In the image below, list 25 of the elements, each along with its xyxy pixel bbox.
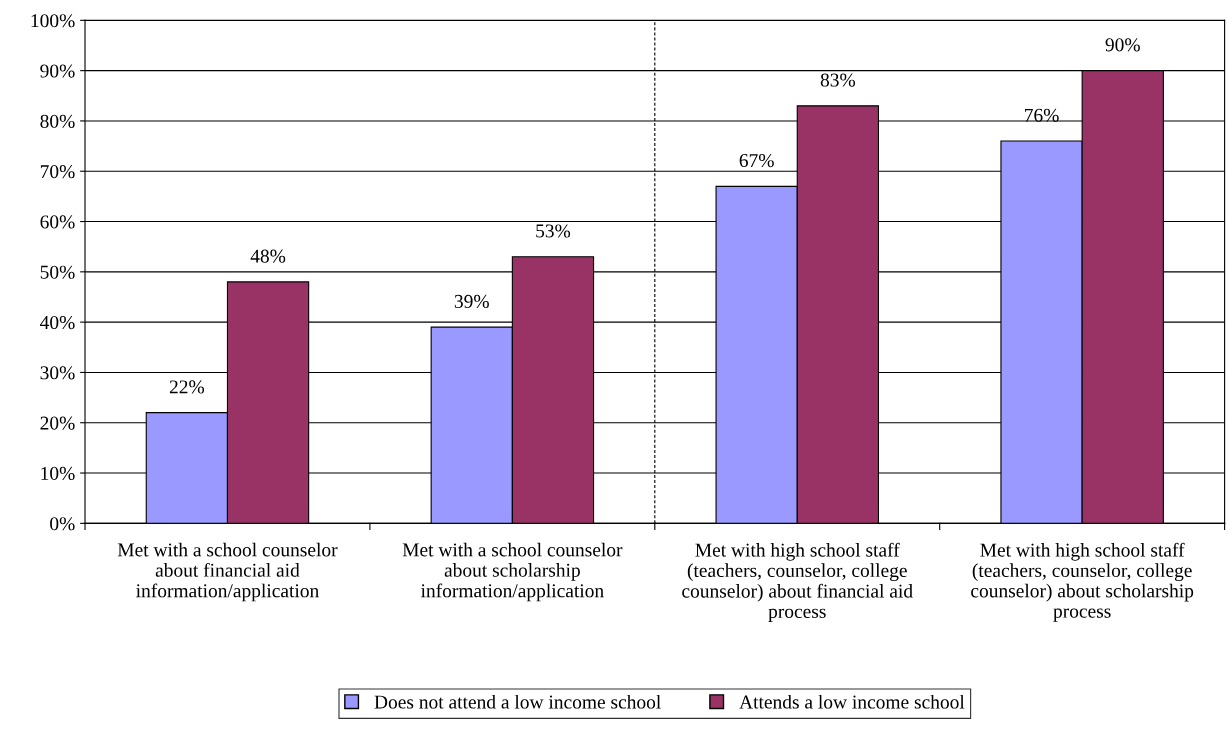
y-tick-label: 10% [41, 466, 75, 481]
x-tick-label: Met with high school staff (teachers, counselor, college counselor) about scholarship process [971, 542, 1194, 622]
x-tick-label: Met with a school counselor about financial aid information/application [117, 542, 338, 602]
y-tick-label: 30% [40, 366, 75, 380]
data-label: 48% [250, 249, 286, 263]
x-tick-label: Met with high school staff (teachers, counselor, college counselor) about financial aid process [682, 542, 913, 622]
legend-label: Attends a low income school [739, 694, 965, 709]
data-label: 90% [1105, 38, 1140, 52]
y-tick-label: 0% [50, 517, 75, 531]
data-label: 83% [820, 73, 856, 87]
y-tick-label: 40% [40, 315, 75, 330]
data-label: 76% [1025, 108, 1059, 122]
data-label: 53% [536, 224, 571, 238]
y-tick-label: 70% [40, 165, 75, 179]
y-tick-label: 50% [40, 265, 75, 279]
legend-label: Does not attend a low income school [374, 694, 661, 709]
data-label: 39% [454, 294, 489, 308]
y-tick-label: 80% [40, 114, 75, 128]
y-tick-label: 60% [40, 215, 75, 229]
y-tick-label: 20% [40, 416, 75, 430]
y-tick-label: 100% [31, 14, 75, 28]
y-tick-label: 90% [40, 64, 75, 78]
x-tick-label: Met with a school counselor about scholarship information/application [402, 542, 623, 602]
data-label: 67% [739, 153, 774, 168]
data-label: 22% [169, 380, 205, 394]
